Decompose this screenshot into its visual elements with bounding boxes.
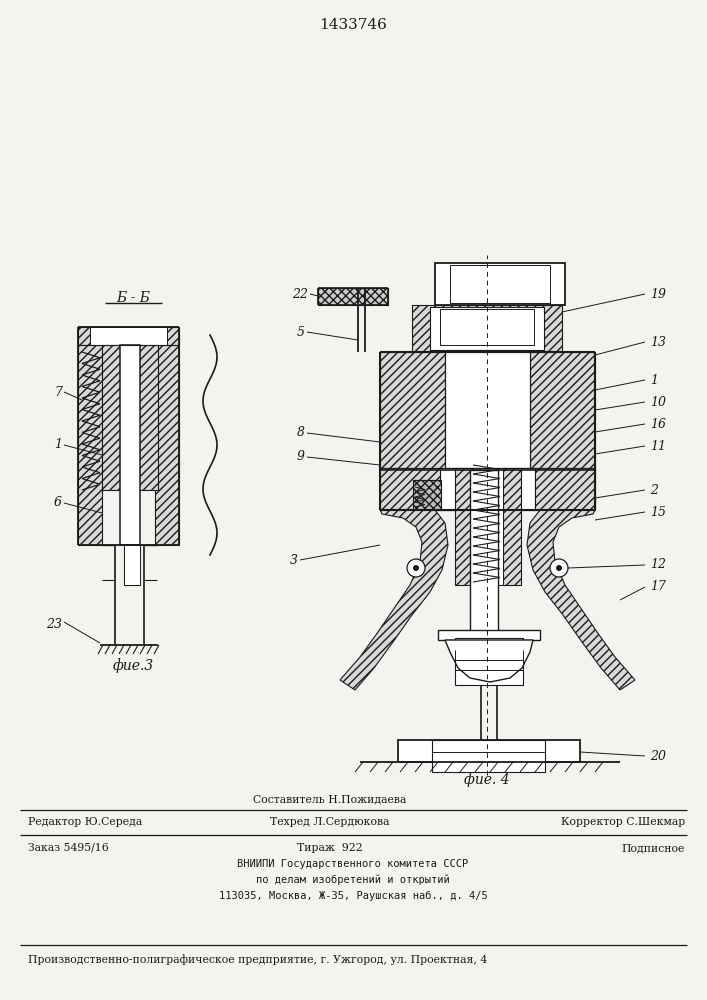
Polygon shape (340, 510, 448, 690)
Text: по делам изобретений и открытий: по делам изобретений и открытий (256, 875, 450, 885)
Text: 20: 20 (650, 750, 666, 762)
Bar (432, 740, 545, 772)
Text: Тираж  922: Тираж 922 (297, 843, 363, 853)
Bar (90, 327, 167, 345)
Bar (155, 335, 179, 545)
Text: 16: 16 (650, 418, 666, 430)
Text: 11: 11 (650, 440, 666, 452)
Text: 17: 17 (650, 580, 666, 593)
Bar (412, 305, 562, 352)
Bar (380, 468, 440, 510)
Bar (503, 468, 521, 585)
Circle shape (413, 565, 419, 571)
Text: 7: 7 (54, 385, 62, 398)
Text: Техред Л.Сердюкова: Техред Л.Сердюкова (270, 817, 390, 827)
Text: 19: 19 (650, 288, 666, 300)
Text: Корректор С.Шекмар: Корректор С.Шекмар (561, 817, 685, 827)
Bar (136, 345, 158, 490)
Bar (102, 345, 124, 490)
Polygon shape (527, 510, 635, 690)
Circle shape (556, 565, 562, 571)
Text: Производственно-полиграфическое предприятие, г. Ужгород, ул. Проектная, 4: Производственно-полиграфическое предприя… (28, 955, 487, 965)
Bar (435, 263, 565, 305)
Text: Составитель Н.Пожидаева: Составитель Н.Пожидаева (253, 794, 407, 804)
Bar (445, 352, 530, 468)
Text: 10: 10 (650, 395, 666, 408)
Bar (450, 265, 550, 303)
Bar (318, 288, 388, 305)
Bar (440, 309, 534, 345)
Text: 9: 9 (297, 450, 305, 464)
Text: 113035, Москва, Ж-35, Раушская наб., д. 4/5: 113035, Москва, Ж-35, Раушская наб., д. … (218, 891, 487, 901)
Text: Б - Б: Б - Б (116, 291, 150, 305)
Text: 1433746: 1433746 (319, 18, 387, 32)
Text: 1: 1 (54, 438, 62, 452)
Bar (535, 468, 595, 510)
Text: 8: 8 (297, 426, 305, 440)
Bar (398, 740, 580, 762)
Bar (455, 468, 473, 585)
Text: 23: 23 (46, 618, 62, 632)
Text: 22: 22 (292, 288, 308, 300)
Circle shape (550, 559, 568, 577)
Polygon shape (445, 640, 533, 682)
Bar (124, 545, 140, 585)
Text: 2: 2 (650, 484, 658, 496)
Bar (380, 468, 595, 510)
Text: 1: 1 (650, 373, 658, 386)
Text: фие.3: фие.3 (112, 659, 153, 673)
Bar (440, 468, 535, 510)
Text: 6: 6 (54, 496, 62, 510)
Text: Подписное: Подписное (621, 843, 685, 853)
Bar (413, 480, 441, 510)
Bar (430, 307, 544, 350)
Bar (120, 345, 140, 545)
Text: 3: 3 (290, 554, 298, 566)
Bar (470, 470, 498, 670)
Text: 15: 15 (650, 506, 666, 518)
Text: ВНИИПИ Государственного комитета СССР: ВНИИПИ Государственного комитета СССР (238, 859, 469, 869)
Bar (438, 630, 540, 640)
Circle shape (407, 559, 425, 577)
Text: 5: 5 (297, 326, 305, 338)
Bar (473, 468, 503, 585)
Text: 12: 12 (650, 558, 666, 572)
Bar (455, 638, 523, 685)
Bar (380, 352, 595, 470)
Bar (78, 327, 179, 345)
Text: 13: 13 (650, 336, 666, 349)
Text: фие. 4: фие. 4 (464, 773, 510, 787)
Text: Редактор Ю.Середа: Редактор Ю.Середа (28, 817, 142, 827)
Bar (124, 545, 140, 585)
Bar (78, 335, 102, 545)
Text: Заказ 5495/16: Заказ 5495/16 (28, 843, 109, 853)
Bar (453, 350, 521, 360)
